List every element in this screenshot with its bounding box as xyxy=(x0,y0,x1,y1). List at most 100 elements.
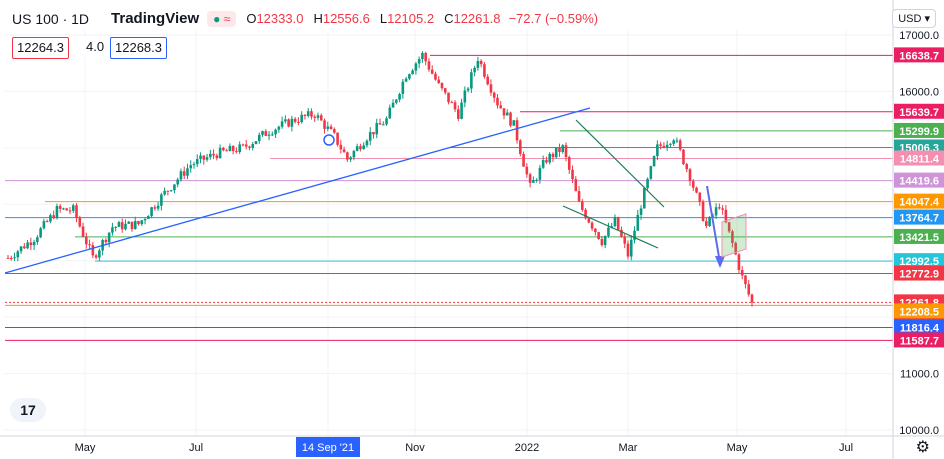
bid-price-button[interactable]: 12264.3 xyxy=(12,37,69,59)
candle-body xyxy=(450,102,454,104)
candle-body xyxy=(688,169,692,182)
candle-body xyxy=(404,78,408,82)
candle-body xyxy=(388,107,392,119)
candle-body xyxy=(365,140,369,146)
high-value: 12556.6 xyxy=(322,11,370,26)
candle-body xyxy=(535,179,538,181)
arrow-shaft xyxy=(706,185,721,264)
candle-body xyxy=(620,229,623,237)
y-tick-label: 16000.0 xyxy=(899,86,939,98)
candle-body xyxy=(499,105,503,109)
candle-body xyxy=(310,111,313,117)
candle-body xyxy=(212,153,215,156)
candle-body xyxy=(368,132,372,141)
candle-body xyxy=(228,146,232,152)
candle-body xyxy=(140,220,144,225)
status-badge[interactable]: ● ≈ xyxy=(207,10,237,27)
candle-body xyxy=(747,284,751,295)
candle-body xyxy=(39,228,42,238)
candle-body xyxy=(705,221,708,227)
candle-body xyxy=(718,207,721,209)
candle-body xyxy=(290,118,294,127)
x-tick-label: Mar xyxy=(619,442,638,454)
level-price-badge xyxy=(894,172,944,188)
candle-body xyxy=(672,140,675,144)
candle-body xyxy=(502,108,506,116)
level-price-label: 13764.7 xyxy=(899,213,939,225)
gear-icon[interactable]: ⚙ xyxy=(915,439,930,456)
candle-body xyxy=(277,126,281,130)
candle-body xyxy=(29,242,33,246)
candle-body xyxy=(701,201,705,222)
candle-body xyxy=(721,208,724,210)
candle-body xyxy=(545,160,548,163)
open-label: O xyxy=(246,11,257,26)
symbol-label[interactable]: US 100 · 1D xyxy=(12,10,90,27)
ask-price-button[interactable]: 12268.3 xyxy=(110,37,167,59)
candle-body xyxy=(189,165,193,169)
candle-body xyxy=(629,239,633,257)
candle-body xyxy=(362,145,365,150)
x-tick-label: 2022 xyxy=(515,442,539,454)
candle-body xyxy=(750,294,754,303)
candle-body xyxy=(359,146,362,150)
candle-body xyxy=(581,201,584,210)
candle-body xyxy=(150,207,153,217)
candle-body xyxy=(587,218,591,223)
candle-body xyxy=(111,227,114,233)
candle-body xyxy=(554,147,558,158)
candles xyxy=(6,51,754,307)
legend-ohlc: US 100 · 1D TradingView ● ≈ O 12333.0 H 12… xyxy=(12,10,598,27)
candle-body xyxy=(678,140,682,150)
candle-body xyxy=(443,88,447,93)
candle-body xyxy=(675,140,679,142)
candle-body xyxy=(391,102,395,108)
candle-body xyxy=(457,109,460,119)
candle-body xyxy=(476,60,480,68)
candle-body xyxy=(49,215,52,222)
candle-body xyxy=(665,144,669,148)
y-tick-label: 17000.0 xyxy=(899,30,939,42)
spread-value: 4.0 xyxy=(82,37,109,57)
candle-body xyxy=(414,63,418,71)
candle-body xyxy=(525,166,529,175)
candle-body xyxy=(466,88,470,91)
candle-body xyxy=(603,235,607,246)
candle-body xyxy=(68,210,72,212)
candle-body xyxy=(385,118,388,125)
candle-body xyxy=(352,150,356,158)
candle-body xyxy=(205,157,209,160)
candle-body xyxy=(541,160,545,168)
candle-body xyxy=(440,82,444,89)
x-tick-label: Jul xyxy=(189,442,203,454)
candle-body xyxy=(62,208,65,210)
candle-body xyxy=(313,116,317,118)
level-price-label: 14047.4 xyxy=(899,197,940,209)
candle-body xyxy=(463,90,467,103)
candle-body xyxy=(16,251,20,258)
currency-select[interactable]: USD ▾ xyxy=(892,9,936,28)
level-price-badge xyxy=(894,47,944,63)
candle-body xyxy=(616,217,620,230)
candle-body xyxy=(522,153,525,167)
x-tick-label: May xyxy=(727,442,748,454)
candle-body xyxy=(669,143,672,145)
candle-body xyxy=(52,215,55,219)
candle-body xyxy=(222,147,225,151)
candle-body xyxy=(597,232,600,240)
candle-body xyxy=(744,275,747,285)
candle-body xyxy=(173,184,176,191)
candle-body xyxy=(496,97,499,106)
candle-body xyxy=(381,124,385,126)
candle-body xyxy=(561,145,565,152)
level-price-label: 12992.5 xyxy=(899,256,939,268)
candle-body xyxy=(695,187,698,193)
candle-body xyxy=(375,123,379,135)
candle-body xyxy=(65,208,69,211)
trendline-handle xyxy=(323,134,335,146)
candle-body xyxy=(130,221,134,229)
tradingview-logo-icon[interactable]: 17 xyxy=(10,398,46,422)
candle-body xyxy=(342,149,346,153)
x-tick-label: 14 Sep '21 xyxy=(302,442,354,454)
